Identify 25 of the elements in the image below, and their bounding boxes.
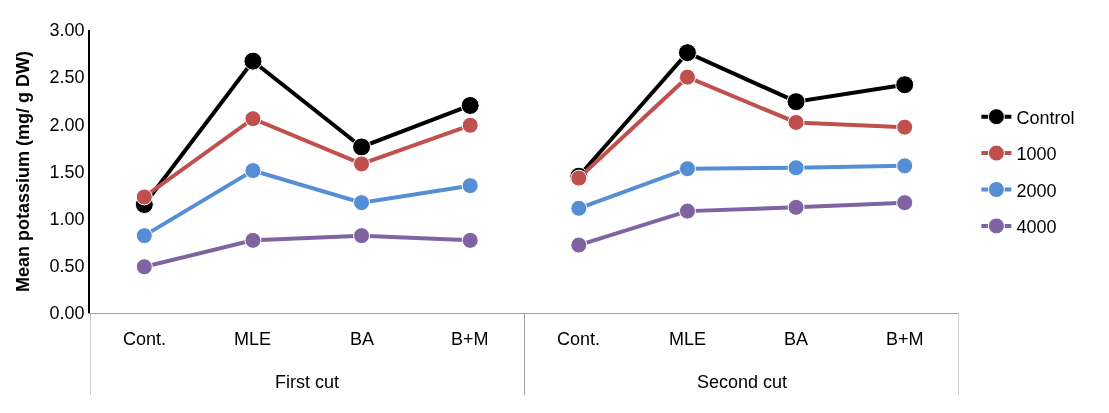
x-tick-label: B+M [886, 329, 924, 349]
x-tick-label: Cont. [557, 329, 601, 349]
x-tick-label: MLE [669, 329, 707, 349]
point [460, 95, 480, 115]
point [353, 194, 371, 212]
y-tick-label: 1.50 [49, 161, 85, 182]
x-tick-label: MLE [234, 329, 272, 349]
x-tick-label: Cont. [123, 329, 167, 349]
x-tick-label: BA [350, 329, 375, 349]
legend-label: 2000 [1016, 180, 1057, 201]
y-tick-label: 2.00 [49, 114, 85, 135]
x-tick-label: BA [784, 329, 809, 349]
x-tick-label: B+M [451, 329, 489, 349]
y-tick-label: 3.00 [49, 20, 85, 41]
legend-label: 4000 [1016, 216, 1057, 237]
y-tick-label: 2.50 [49, 67, 85, 88]
legend-label: Control [1016, 107, 1075, 128]
point [243, 51, 263, 71]
y-axis-title: Mean potassium (mg/ g DW) [13, 50, 34, 293]
y-tick-label: 0.00 [49, 303, 85, 324]
y-tick-label: 0.50 [49, 256, 85, 277]
text: First cut [275, 372, 340, 392]
y-tick-label: 1.00 [49, 208, 85, 229]
legend-label: 1000 [1016, 144, 1057, 165]
text: Second cut [697, 372, 788, 392]
